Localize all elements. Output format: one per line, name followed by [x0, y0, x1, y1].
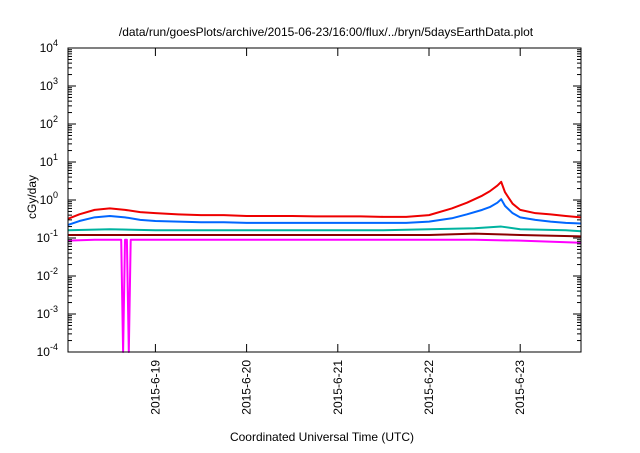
series-line-2 — [67, 198, 582, 226]
y-tick-label: 10-2 — [37, 266, 58, 283]
plot-frame — [67, 47, 582, 353]
series-line-3 — [67, 225, 582, 233]
tick-layer: 10-4 10-3 10-2 10-1 100 101 102 103 104 2015-6-19… — [37, 38, 581, 415]
y-tick-label: 104 — [40, 38, 58, 55]
x-tick-label: 2015-6-22 — [422, 360, 436, 415]
x-axis-label: Coordinated Universal Time (UTC) — [230, 430, 414, 444]
y-tick-label: 103 — [40, 76, 58, 93]
y-tick-label: 10-3 — [37, 304, 58, 321]
chart-title: /data/run/goesPlots/archive/2015-06-23/1… — [119, 25, 534, 39]
series-line-1 — [67, 180, 582, 220]
x-tick-label: 2015-6-20 — [240, 360, 254, 415]
y-tick-label: 10-1 — [37, 228, 58, 245]
y-tick-label: 10-4 — [37, 342, 58, 359]
y-tick-label: 101 — [40, 152, 58, 169]
x-tick-label: 2015-6-19 — [148, 360, 162, 415]
y-axis-label: cGy/day — [25, 175, 39, 219]
x-tick-label: 2015-6-23 — [513, 360, 527, 415]
y-tick-label: 100 — [40, 190, 58, 207]
series-layer — [67, 180, 582, 353]
series-line-5 — [67, 238, 582, 353]
y-tick-label: 102 — [40, 114, 58, 131]
x-tick-label: 2015-6-21 — [331, 360, 345, 415]
series-line-4 — [68, 232, 582, 238]
